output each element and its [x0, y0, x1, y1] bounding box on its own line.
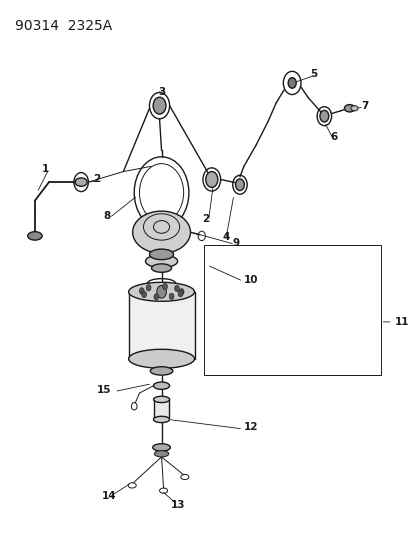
Ellipse shape [152, 443, 170, 451]
Text: 8: 8 [103, 212, 111, 221]
Text: 11: 11 [394, 317, 408, 327]
Text: 4: 4 [222, 232, 229, 243]
Ellipse shape [153, 382, 169, 390]
Ellipse shape [75, 178, 87, 187]
Text: 10: 10 [243, 274, 258, 285]
Text: 6: 6 [330, 132, 337, 142]
Ellipse shape [153, 396, 169, 402]
Circle shape [319, 110, 328, 122]
Circle shape [169, 293, 173, 300]
Circle shape [153, 97, 166, 114]
Circle shape [162, 284, 167, 290]
Bar [154, 399, 169, 419]
Text: 15: 15 [97, 385, 111, 395]
Ellipse shape [145, 255, 177, 268]
Bar [128, 292, 194, 359]
Circle shape [179, 289, 184, 295]
Circle shape [157, 286, 166, 298]
Text: 2: 2 [202, 214, 209, 224]
Ellipse shape [132, 211, 190, 253]
Circle shape [287, 78, 295, 88]
Ellipse shape [28, 232, 42, 240]
Text: 13: 13 [170, 500, 185, 510]
Ellipse shape [153, 416, 169, 423]
Ellipse shape [128, 282, 194, 301]
Ellipse shape [150, 367, 172, 375]
Circle shape [178, 290, 183, 297]
Ellipse shape [350, 106, 357, 111]
Text: 7: 7 [360, 101, 367, 111]
Circle shape [141, 292, 146, 297]
Bar [203, 245, 380, 375]
Circle shape [174, 285, 179, 292]
Text: 1: 1 [41, 164, 48, 174]
Circle shape [154, 294, 158, 300]
Ellipse shape [128, 349, 194, 368]
Ellipse shape [151, 264, 171, 272]
Circle shape [205, 172, 217, 188]
Circle shape [139, 288, 144, 294]
Text: 12: 12 [243, 422, 258, 432]
Text: 2: 2 [93, 174, 101, 184]
Text: 3: 3 [157, 87, 165, 98]
Circle shape [235, 179, 244, 191]
Text: 5: 5 [310, 69, 317, 79]
Circle shape [146, 285, 151, 291]
Ellipse shape [149, 249, 173, 260]
Text: 90314  2325A: 90314 2325A [15, 19, 112, 33]
Ellipse shape [154, 450, 169, 457]
Text: 9: 9 [232, 238, 239, 248]
Text: 14: 14 [102, 491, 116, 501]
Ellipse shape [344, 104, 354, 112]
